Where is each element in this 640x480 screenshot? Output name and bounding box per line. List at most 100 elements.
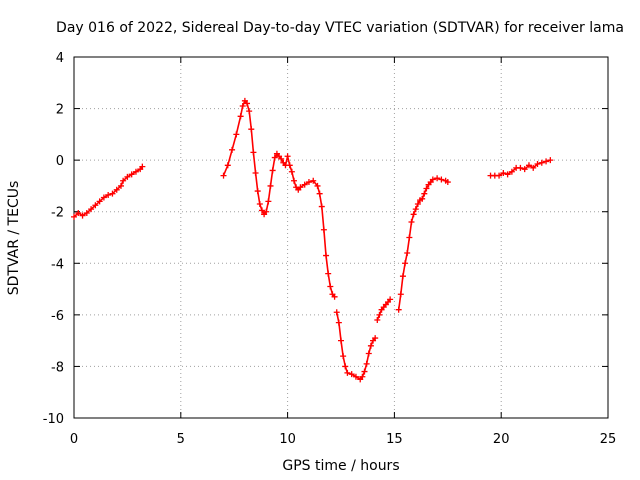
data-point-marker <box>348 371 355 378</box>
data-point-marker <box>75 210 82 217</box>
data-point-marker <box>258 207 265 214</box>
plot-frame <box>73 56 609 419</box>
data-point-marker <box>410 211 417 218</box>
data-point-marker <box>320 226 327 233</box>
data-point-marker <box>252 170 259 177</box>
data-point-marker <box>120 177 127 184</box>
data-point-marker <box>517 164 524 171</box>
x-tick-label: 10 <box>279 432 296 447</box>
data-point-marker <box>414 200 421 207</box>
x-tick-labels: 0 5 10 15 20 25 <box>70 432 616 447</box>
data-point-marker <box>71 213 77 220</box>
y-tick-label: -8 <box>51 360 64 375</box>
data-point-marker <box>399 273 406 280</box>
data-point-marker <box>530 164 537 171</box>
y-tick-label: -6 <box>51 309 64 324</box>
data-point-marker <box>367 342 374 349</box>
data-point-marker <box>246 108 253 115</box>
data-point-marker <box>124 173 131 180</box>
data-point-marker <box>128 171 135 178</box>
data-point-marker <box>352 373 359 380</box>
data-point-marker <box>88 206 95 213</box>
data-point-marker <box>284 153 291 160</box>
data-point-marker <box>105 191 112 198</box>
data-point-marker <box>342 363 349 370</box>
x-tick-label: 0 <box>70 432 78 447</box>
data-point-marker <box>224 162 231 169</box>
data-point-marker <box>297 184 304 191</box>
data-point-marker <box>434 175 441 182</box>
data-point-marker <box>361 368 368 375</box>
x-tick-label: 5 <box>177 432 185 447</box>
data-point-marker <box>404 249 411 256</box>
data-point-marker <box>438 176 445 183</box>
y-tick-label: 0 <box>56 154 64 169</box>
data-point-marker <box>117 182 124 189</box>
data-point-marker <box>263 208 270 215</box>
data-point-marker <box>132 168 139 175</box>
data-point-marker <box>412 206 419 213</box>
y-tick-label: -4 <box>51 257 64 272</box>
data-point-marker <box>271 154 278 161</box>
data-point-marker <box>521 166 528 173</box>
data-point-marker <box>331 293 338 300</box>
chart-title: Day 016 of 2022, Sidereal Day-to-day VTE… <box>56 20 624 36</box>
data-point-marker <box>421 190 428 197</box>
x-tick-label: 25 <box>600 432 617 447</box>
data-point-marker <box>333 309 340 316</box>
data-point-marker <box>291 177 298 184</box>
axis-ticks <box>73 56 609 419</box>
data-point-marker <box>338 337 344 344</box>
x-axis-label: GPS time / hours <box>282 458 399 474</box>
y-tick-label: -2 <box>51 206 64 221</box>
data-point-marker <box>496 172 503 179</box>
data-point-marker <box>374 317 381 324</box>
data-point-marker <box>365 350 372 357</box>
data-point-marker <box>267 182 274 189</box>
data-point-marker <box>256 200 263 207</box>
data-point-marker <box>233 131 240 138</box>
data-point-marker <box>83 210 90 217</box>
data-point-marker <box>310 177 317 184</box>
data-point-marker <box>288 168 295 175</box>
data-point-marker <box>525 162 532 169</box>
data-point-marker <box>250 149 257 156</box>
x-tick-label: 20 <box>493 432 510 447</box>
data-point-marker <box>344 369 351 376</box>
data-point-marker <box>363 360 370 367</box>
data-point-marker <box>109 190 116 197</box>
data-point-marker <box>92 202 99 209</box>
y-tick-label: 4 <box>56 51 64 66</box>
data-point-marker <box>372 335 379 342</box>
data-point-marker <box>547 157 554 164</box>
data-point-marker <box>429 176 436 183</box>
data-point-marker <box>444 179 451 186</box>
data-point-marker <box>248 126 255 133</box>
data-point-marker <box>100 194 107 201</box>
data-point-marker <box>508 168 515 175</box>
data-point-marker <box>500 170 507 177</box>
data-point-marker <box>220 172 227 179</box>
data-point-marker <box>504 171 511 178</box>
x-tick-label: 15 <box>386 432 403 447</box>
data-point-marker <box>376 311 383 318</box>
data-point-marker <box>402 260 409 267</box>
data-point-marker <box>265 198 272 205</box>
data-point-marker <box>323 252 330 259</box>
data-point-marker <box>335 319 342 326</box>
y-tick-labels: -10 -8 -6 -4 -2 0 2 4 <box>43 51 64 427</box>
data-point-marker <box>395 306 402 313</box>
series-segment-2 <box>335 312 376 381</box>
data-point-marker <box>419 195 426 202</box>
data-point-marker <box>139 163 146 170</box>
y-axis-label: SDTVAR / TECUs <box>6 181 22 296</box>
data-point-marker <box>387 296 394 303</box>
data-point-marker <box>340 353 347 360</box>
y-tick-label: 2 <box>56 103 64 118</box>
data-point-marker <box>359 373 366 380</box>
data-point-marker <box>538 159 545 166</box>
data-series <box>71 97 554 383</box>
data-point-marker <box>408 219 415 226</box>
